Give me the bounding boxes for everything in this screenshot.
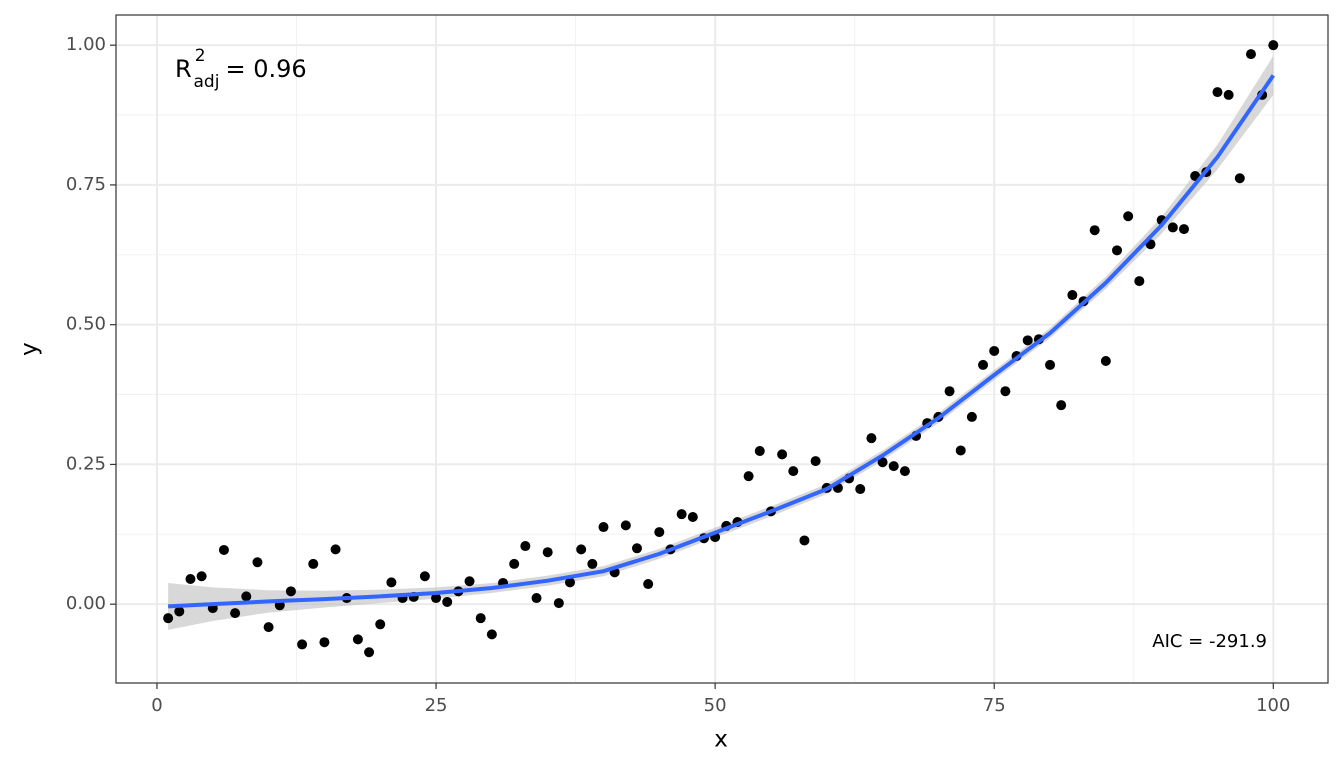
point xyxy=(196,571,207,582)
y-tick-label: 0.25 xyxy=(66,453,106,474)
point xyxy=(520,541,531,552)
point xyxy=(241,591,252,602)
point xyxy=(1000,386,1011,397)
point xyxy=(855,484,866,495)
point xyxy=(419,571,430,582)
y-tick-label: 0.00 xyxy=(66,593,106,614)
point xyxy=(218,544,229,555)
x-tick-label: 100 xyxy=(1256,695,1290,716)
point xyxy=(643,579,654,590)
point xyxy=(687,511,698,522)
point xyxy=(1067,290,1078,301)
r2-sup: 2 xyxy=(195,46,206,66)
point xyxy=(486,629,497,640)
panel-border xyxy=(115,14,1329,684)
x-tick-label: 0 xyxy=(151,695,162,716)
point xyxy=(1022,335,1033,346)
point xyxy=(308,558,319,569)
y-axis-title: y xyxy=(17,342,43,356)
point xyxy=(297,639,308,650)
r2-sub: adj xyxy=(194,72,220,92)
point xyxy=(185,574,196,585)
point xyxy=(1223,89,1234,100)
point xyxy=(955,445,966,456)
point xyxy=(163,613,174,624)
x-axis-title: x xyxy=(714,727,728,753)
point xyxy=(743,471,754,482)
point xyxy=(576,544,587,555)
r2-text: = 0.96 xyxy=(225,55,306,83)
y-tick-label: 0.50 xyxy=(66,314,106,335)
plot-area: 0 25 50 75 100 0.00 0.25 0.50 0.75 1.00 R 2 adj = 0.9… xyxy=(66,14,1329,716)
point xyxy=(944,386,955,397)
point xyxy=(475,613,486,624)
x-tick-label: 25 xyxy=(425,695,448,716)
point xyxy=(1123,211,1134,222)
point xyxy=(252,557,263,568)
aic-annotation: AIC = -291.9 xyxy=(1152,631,1267,652)
point xyxy=(899,466,910,477)
point xyxy=(1056,400,1067,411)
point xyxy=(531,593,542,604)
point xyxy=(352,634,363,645)
point xyxy=(263,622,274,633)
point xyxy=(1089,225,1100,236)
point xyxy=(654,527,665,538)
point xyxy=(877,457,888,468)
point xyxy=(230,608,241,619)
point xyxy=(631,543,642,554)
point xyxy=(442,596,453,607)
point xyxy=(542,547,553,558)
r2-annotation: R 2 adj = 0.96 xyxy=(175,46,307,92)
point xyxy=(364,647,375,658)
point xyxy=(1234,173,1245,184)
point xyxy=(799,535,810,546)
point xyxy=(810,456,821,467)
point xyxy=(174,606,185,617)
point xyxy=(777,449,788,460)
point xyxy=(866,433,877,444)
point xyxy=(1245,49,1256,60)
point xyxy=(553,598,564,609)
point xyxy=(1167,222,1178,233)
point xyxy=(1112,245,1123,256)
point xyxy=(587,558,598,569)
x-tick-label: 50 xyxy=(704,695,727,716)
point xyxy=(1134,276,1145,287)
point xyxy=(431,593,442,604)
point xyxy=(1045,359,1056,370)
point xyxy=(1212,87,1223,98)
point xyxy=(565,577,576,588)
point xyxy=(285,586,296,597)
point xyxy=(966,411,977,422)
point xyxy=(386,577,397,588)
fit-line xyxy=(168,74,1275,609)
r2-base: R xyxy=(175,55,192,83)
point xyxy=(319,637,330,648)
y-tick-label: 0.75 xyxy=(66,174,106,195)
y-tick-label: 1.00 xyxy=(66,34,106,55)
point xyxy=(788,466,799,477)
point xyxy=(509,558,520,569)
point xyxy=(989,345,1000,356)
point xyxy=(598,522,609,533)
point xyxy=(375,619,386,630)
point xyxy=(1178,224,1189,235)
point xyxy=(1268,40,1279,51)
point xyxy=(620,520,631,531)
point xyxy=(754,446,765,457)
point xyxy=(1100,356,1111,367)
point xyxy=(676,509,687,520)
point xyxy=(978,359,989,370)
x-tick-label: 75 xyxy=(983,695,1006,716)
point xyxy=(464,576,475,587)
point xyxy=(888,461,899,472)
point xyxy=(330,544,341,555)
